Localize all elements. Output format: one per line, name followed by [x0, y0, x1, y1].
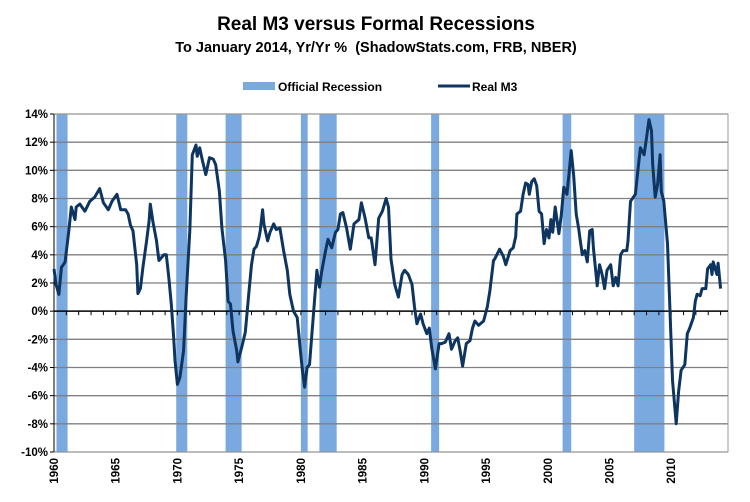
legend-recession-swatch	[243, 82, 275, 90]
y-tick-label: 8%	[31, 194, 48, 206]
chart-title: Real M3 versus Formal Recessions	[217, 14, 535, 35]
legend-recession-label: Official Recession	[278, 80, 382, 94]
y-tick-label: 12%	[25, 137, 48, 149]
y-axis-labels: 14% 12% 10% 8% 6% 4% 2% 0% -2% -4% -6% -8% -10%	[21, 109, 48, 459]
y-tick-label: -10%	[21, 447, 48, 459]
legend-line-label: Real M3	[472, 80, 518, 94]
y-tick-label: 10%	[25, 165, 48, 177]
x-tick-label: 1990	[419, 458, 431, 484]
x-tick-label: 1995	[481, 457, 493, 483]
x-tick-label: 1980	[296, 458, 308, 484]
legend: Official Recession Real M3	[243, 80, 518, 94]
y-tick-label: 14%	[25, 109, 48, 121]
chart-subtitle: To January 2014, Yr/Yr % (ShadowStats.co…	[175, 40, 577, 56]
x-tick-label: 2010	[666, 458, 678, 484]
y-tick-label: -8%	[28, 419, 48, 431]
series-line-real-m3	[52, 118, 723, 426]
gridlines	[50, 113, 728, 453]
x-tick-label: 2000	[543, 458, 555, 484]
y-tick-label: 2%	[31, 278, 48, 290]
y-tick-label: -6%	[28, 391, 48, 403]
axes	[53, 113, 729, 453]
y-tick-label: -4%	[28, 363, 48, 375]
x-tick-label: 2005	[604, 457, 616, 483]
y-tick-label: 6%	[31, 222, 48, 234]
x-tick-label: 1985	[358, 457, 370, 483]
x-tick-label: 1970	[172, 458, 184, 484]
y-tick-label: 4%	[31, 250, 48, 262]
y-tick-label: -2%	[28, 334, 48, 346]
y-tick-label: 0%	[31, 306, 48, 318]
x-tick-label: 1965	[111, 457, 123, 483]
x-tick-label: 1960	[49, 458, 61, 484]
x-tick-label: 1975	[234, 457, 246, 483]
x-axis-labels: 1960 1965 1970 1975 1980 1985 1990 1995 2000 2005…	[49, 457, 678, 483]
